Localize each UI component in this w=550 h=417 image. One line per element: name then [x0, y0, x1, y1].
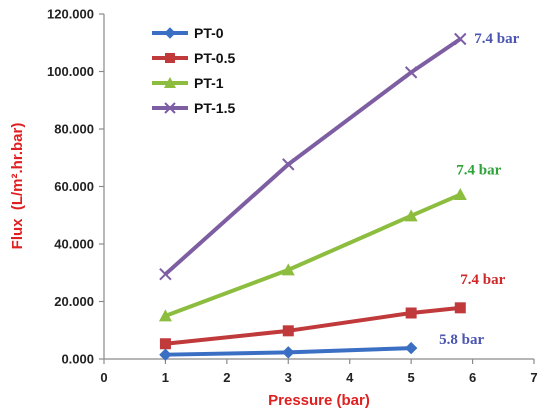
series-line: [165, 305, 461, 346]
y-tick-label: 40.000: [54, 237, 94, 252]
x-tick-label: 3: [285, 370, 292, 385]
legend-item: PT-0: [152, 25, 224, 41]
data-point-diamond: [159, 348, 172, 361]
data-point-x: [282, 158, 295, 171]
data-point-triangle: [404, 209, 418, 222]
legend-item: PT-1.5: [152, 100, 235, 116]
data-point-square: [405, 307, 417, 319]
x-tick-label: 1: [162, 370, 169, 385]
y-tick-label: 0.000: [61, 352, 94, 367]
y-tick-label: 80.000: [54, 122, 94, 137]
data-point-square: [282, 325, 294, 337]
x-tick-label: 5: [408, 370, 415, 385]
y-tick-label: 60.000: [54, 179, 94, 194]
legend-label: PT-1: [194, 75, 224, 91]
data-point-x: [164, 102, 176, 114]
legend-label: PT-0: [194, 25, 224, 41]
data-point-triangle: [281, 263, 295, 276]
series-pt-0-5: [159, 302, 466, 350]
annotation-label: 7.4 bar: [456, 163, 501, 179]
y-axis-title: Flux (L/m².hr.bar): [9, 123, 26, 250]
annotation-label: 5.8 bar: [439, 332, 484, 348]
x-tick-label: 0: [100, 370, 107, 385]
series-line: [164, 37, 462, 276]
data-point-diamond: [404, 341, 418, 355]
x-tick-label: 2: [223, 370, 230, 385]
legend-label: PT-1.5: [194, 100, 235, 116]
legend-label: PT-0.5: [194, 50, 235, 66]
data-point-x: [454, 32, 467, 46]
data-point-triangle: [158, 309, 172, 322]
series-layer: [158, 32, 467, 361]
y-tick-label: 120.000: [47, 7, 94, 22]
y-tick-label: 100.000: [47, 64, 94, 79]
data-point-diamond: [282, 346, 295, 359]
series-pt-0: [159, 341, 418, 361]
y-tick-label: 20.000: [54, 294, 94, 309]
data-point-x: [404, 66, 418, 79]
x-tick-label: 7: [530, 370, 537, 385]
series-pt-1: [158, 188, 467, 322]
y-tick-labels: 0.000 20.000 40.000 60.000 80.000 100.000 120.…: [47, 7, 104, 367]
axes: [103, 14, 534, 360]
annotations: 7.4 bar 7.4 bar 7.4 bar 5.8 bar: [439, 31, 519, 348]
data-point-square: [165, 53, 175, 63]
data-point-triangle: [164, 77, 176, 88]
data-point-square: [159, 338, 171, 350]
annotation-label: 7.4 bar: [474, 31, 519, 47]
data-point-triangle: [453, 188, 467, 201]
legend: PT-0 PT-0.5 PT-1 PT-1.5: [152, 25, 235, 116]
series-pt-1-5: [159, 32, 467, 281]
data-point-diamond: [164, 27, 176, 39]
legend-item: PT-1: [152, 75, 224, 91]
x-tick-label: 6: [469, 370, 476, 385]
series-line: [164, 192, 462, 318]
annotation-label: 7.4 bar: [460, 272, 505, 288]
x-axis-title: Pressure (bar): [268, 392, 370, 409]
legend-item: PT-0.5: [152, 50, 235, 66]
data-point-square: [454, 302, 466, 314]
data-point-x: [159, 267, 172, 281]
x-tick-labels: 0 1 2 3 4 5 6 7: [100, 359, 538, 385]
x-tick-label: 4: [346, 370, 354, 385]
